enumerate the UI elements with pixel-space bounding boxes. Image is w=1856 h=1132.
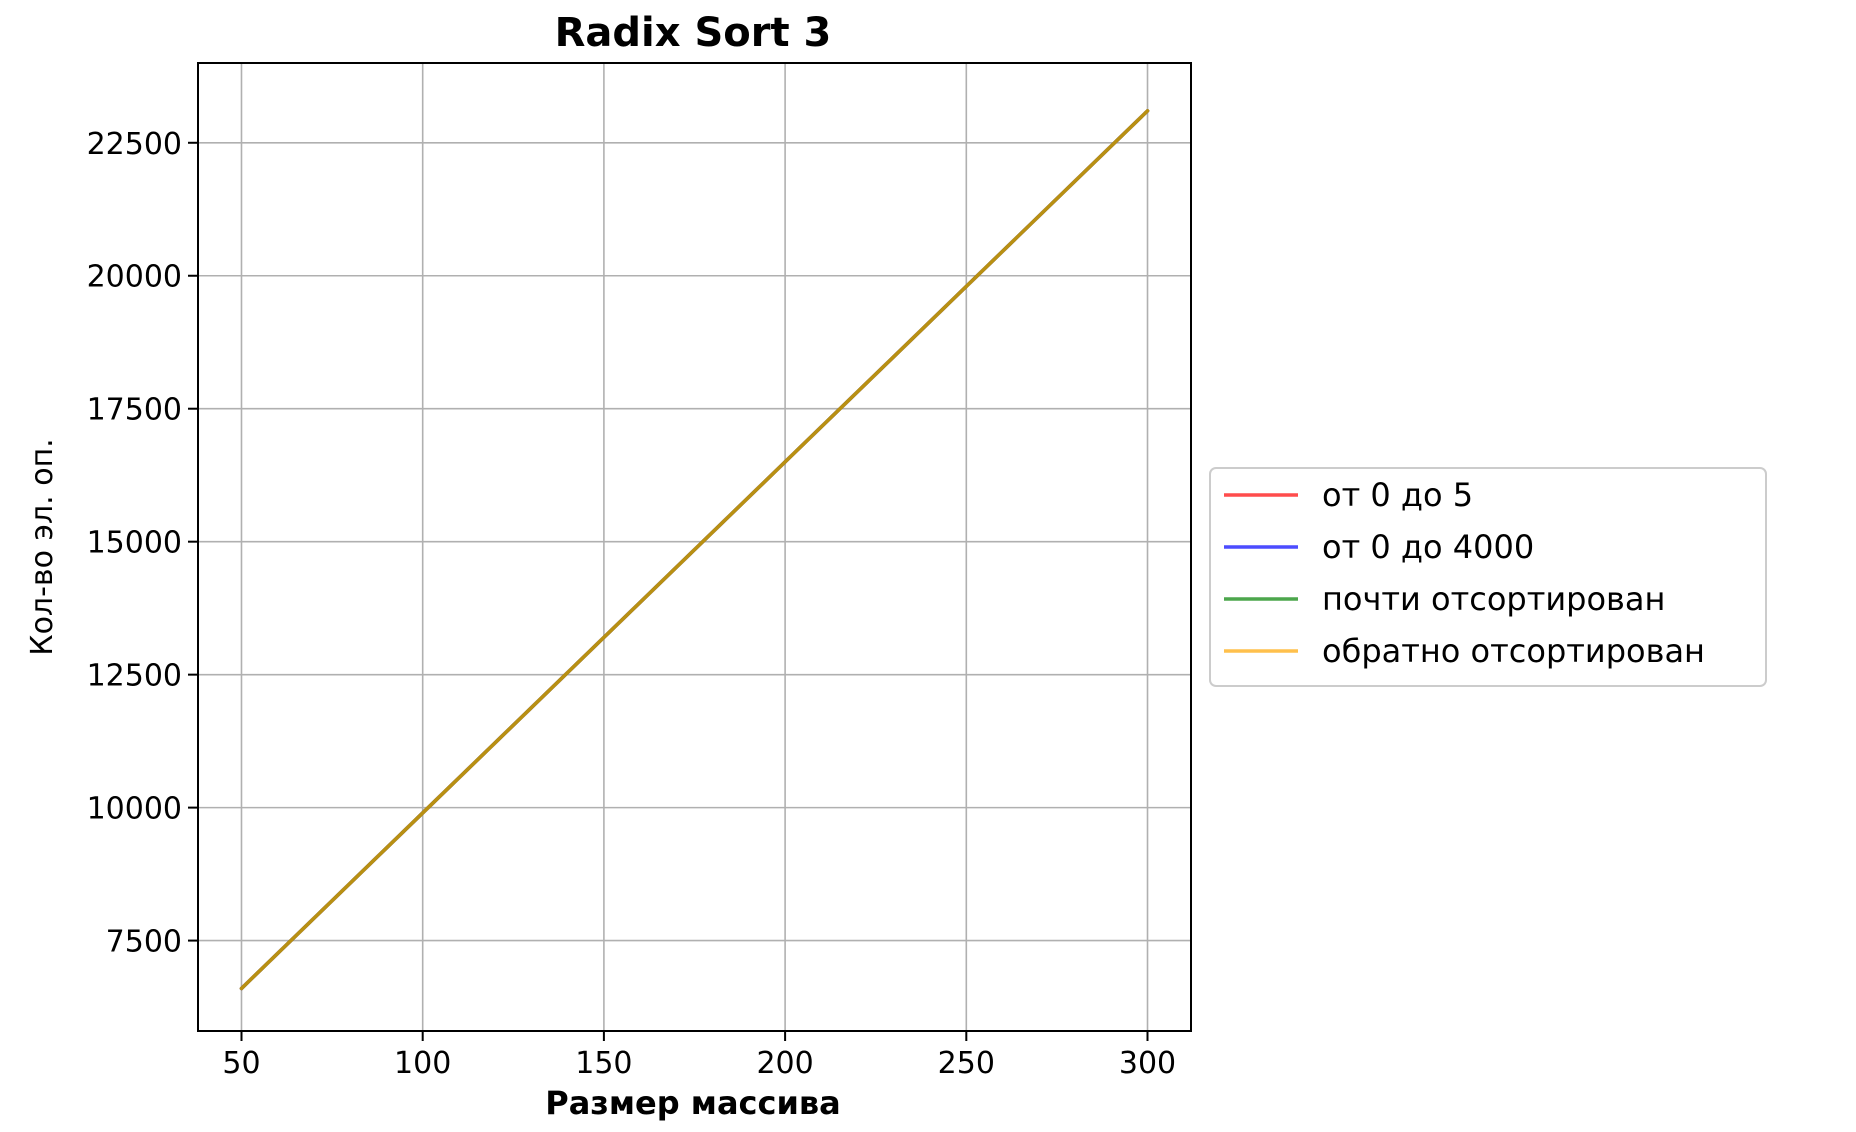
legend: от 0 до 5 от 0 до 4000 почти отсортирован о…	[1209, 467, 1767, 687]
legend-label: почти отсортирован	[1322, 580, 1665, 618]
legend-label: обратно отсортирован	[1322, 632, 1705, 670]
y-tick-label: 15000	[87, 526, 182, 561]
y-tick-label: 22500	[87, 127, 182, 162]
legend-box	[1209, 467, 1767, 687]
x-tick-label: 300	[1119, 1046, 1176, 1081]
y-tick-label: 10000	[87, 792, 182, 827]
x-tick-label: 100	[394, 1046, 451, 1081]
legend-label: от 0 до 4000	[1322, 528, 1534, 566]
series-line-4	[239, 109, 1150, 991]
y-tick-label: 7500	[106, 925, 182, 960]
x-tick-label: 50	[222, 1046, 260, 1081]
y-tick-label: 20000	[87, 260, 182, 295]
axis-ticks: 50 100 150 200 250 300 7500 10000 12500 15000 1750…	[87, 127, 1177, 1081]
plot-frame	[197, 62, 1192, 1032]
grid-lines	[198, 63, 1191, 1031]
legend-label: от 0 до 5	[1322, 476, 1473, 514]
y-axis-label: Кол-во эл. оп.	[25, 438, 60, 655]
y-tick-label: 12500	[87, 659, 182, 694]
chart-title: Radix Sort 3	[555, 10, 832, 56]
x-axis-label: Размер массива	[545, 1084, 841, 1122]
x-tick-label: 150	[575, 1046, 632, 1081]
y-tick-label: 17500	[87, 393, 182, 428]
x-tick-label: 200	[756, 1046, 813, 1081]
series-lines	[239, 109, 1150, 991]
x-tick-label: 250	[938, 1046, 995, 1081]
